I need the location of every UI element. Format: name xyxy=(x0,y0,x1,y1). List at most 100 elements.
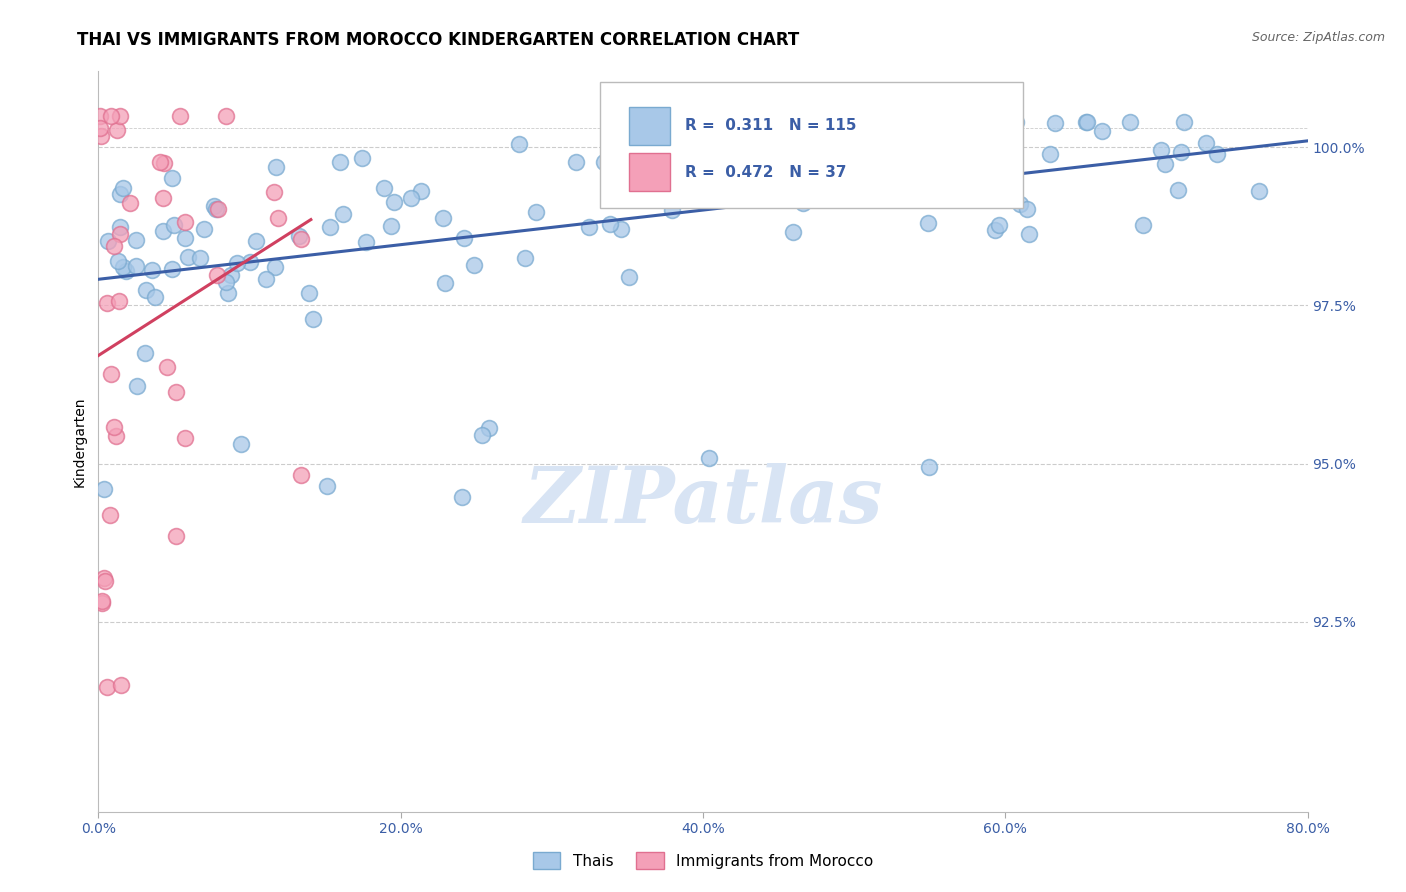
Point xyxy=(141,262,163,277)
Point xyxy=(135,283,157,297)
Point xyxy=(153,155,176,169)
Text: THAI VS IMMIGRANTS FROM MOROCCO KINDERGARTEN CORRELATION CHART: THAI VS IMMIGRANTS FROM MOROCCO KINDERGA… xyxy=(77,31,800,49)
Point xyxy=(917,216,939,230)
Point xyxy=(125,259,148,273)
Point xyxy=(264,160,287,174)
Point xyxy=(434,277,457,291)
Point xyxy=(1074,115,1097,129)
Point xyxy=(217,285,239,300)
Point xyxy=(204,202,226,217)
Point xyxy=(453,230,475,244)
Point xyxy=(1249,185,1271,199)
Point xyxy=(633,134,655,148)
Point xyxy=(162,171,184,186)
Y-axis label: Kindergarten: Kindergarten xyxy=(73,396,87,487)
Point xyxy=(1039,147,1062,161)
Point xyxy=(165,529,187,543)
FancyBboxPatch shape xyxy=(630,153,671,191)
Point xyxy=(513,252,536,266)
Point xyxy=(108,109,131,123)
Point xyxy=(105,123,128,137)
Point xyxy=(107,254,129,268)
Point xyxy=(89,121,111,136)
Point xyxy=(134,345,156,359)
Point xyxy=(100,368,122,382)
Point xyxy=(661,202,683,217)
Point xyxy=(98,508,121,522)
Point xyxy=(118,196,141,211)
Point xyxy=(914,131,936,145)
Point xyxy=(169,109,191,123)
Text: R =  0.472   N = 37: R = 0.472 N = 37 xyxy=(685,165,846,180)
Point xyxy=(127,378,149,392)
Point xyxy=(1008,197,1031,211)
Point xyxy=(870,151,893,165)
Point xyxy=(226,256,249,270)
Point xyxy=(350,152,373,166)
Point xyxy=(214,275,236,289)
Point xyxy=(1206,146,1229,161)
Point xyxy=(524,205,547,219)
Point xyxy=(609,222,631,236)
Point xyxy=(111,181,134,195)
Point xyxy=(648,141,671,155)
Point xyxy=(94,574,117,588)
Point xyxy=(90,594,112,608)
Point xyxy=(1150,143,1173,157)
Point xyxy=(90,128,112,143)
Point xyxy=(565,155,588,169)
Point xyxy=(290,232,312,246)
Point xyxy=(174,215,197,229)
Point xyxy=(451,490,474,504)
Point xyxy=(143,290,166,304)
Point xyxy=(96,680,118,694)
Point xyxy=(792,148,814,162)
Point xyxy=(152,224,174,238)
Point xyxy=(207,202,229,216)
Point xyxy=(602,115,624,129)
Point xyxy=(399,190,422,204)
Point xyxy=(384,195,406,210)
Point xyxy=(149,155,172,169)
Point xyxy=(219,268,242,283)
Point xyxy=(103,420,125,434)
Point xyxy=(174,230,197,244)
Point xyxy=(205,268,228,282)
Point xyxy=(1076,115,1098,129)
Point xyxy=(1132,218,1154,232)
Point xyxy=(93,571,115,585)
Point xyxy=(432,211,454,225)
Point xyxy=(315,478,337,492)
Point xyxy=(152,191,174,205)
Point xyxy=(633,126,655,140)
Point xyxy=(592,154,614,169)
Point xyxy=(970,155,993,169)
Point xyxy=(318,220,340,235)
Point xyxy=(354,235,377,249)
Point xyxy=(263,260,285,274)
Point xyxy=(239,255,262,269)
Point xyxy=(103,239,125,253)
Point xyxy=(162,218,184,232)
Point xyxy=(1091,123,1114,137)
Point xyxy=(508,136,530,151)
Point xyxy=(156,359,179,374)
Point xyxy=(801,119,824,133)
Point xyxy=(1045,116,1067,130)
Text: R =  0.311   N = 115: R = 0.311 N = 115 xyxy=(685,118,856,133)
Point xyxy=(776,115,799,129)
Point xyxy=(950,115,973,129)
Point xyxy=(202,199,225,213)
Point xyxy=(254,272,277,286)
Point xyxy=(90,596,112,610)
Point xyxy=(858,115,880,129)
Point xyxy=(740,157,762,171)
Point xyxy=(792,196,814,211)
Point xyxy=(1119,115,1142,129)
Text: ZIPatlas: ZIPatlas xyxy=(523,463,883,539)
Point xyxy=(105,428,128,442)
Point xyxy=(165,385,187,400)
Point xyxy=(290,468,312,483)
Point xyxy=(298,285,321,300)
Point xyxy=(599,217,621,231)
